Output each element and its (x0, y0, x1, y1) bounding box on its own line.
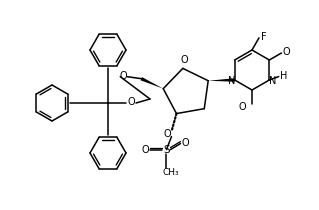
Text: N: N (228, 76, 235, 86)
Text: O: O (283, 47, 290, 57)
Polygon shape (140, 77, 163, 89)
Text: H: H (280, 71, 287, 81)
Text: O: O (182, 138, 189, 148)
Text: N: N (269, 76, 276, 86)
Text: O: O (119, 71, 127, 81)
Text: O: O (127, 97, 135, 107)
Text: CH₃: CH₃ (162, 168, 179, 177)
Text: O: O (164, 129, 171, 139)
Text: O: O (142, 144, 149, 155)
Polygon shape (208, 78, 235, 82)
Text: O: O (180, 55, 188, 65)
Text: O: O (238, 102, 246, 112)
Text: S: S (163, 144, 170, 155)
Text: F: F (261, 32, 267, 42)
